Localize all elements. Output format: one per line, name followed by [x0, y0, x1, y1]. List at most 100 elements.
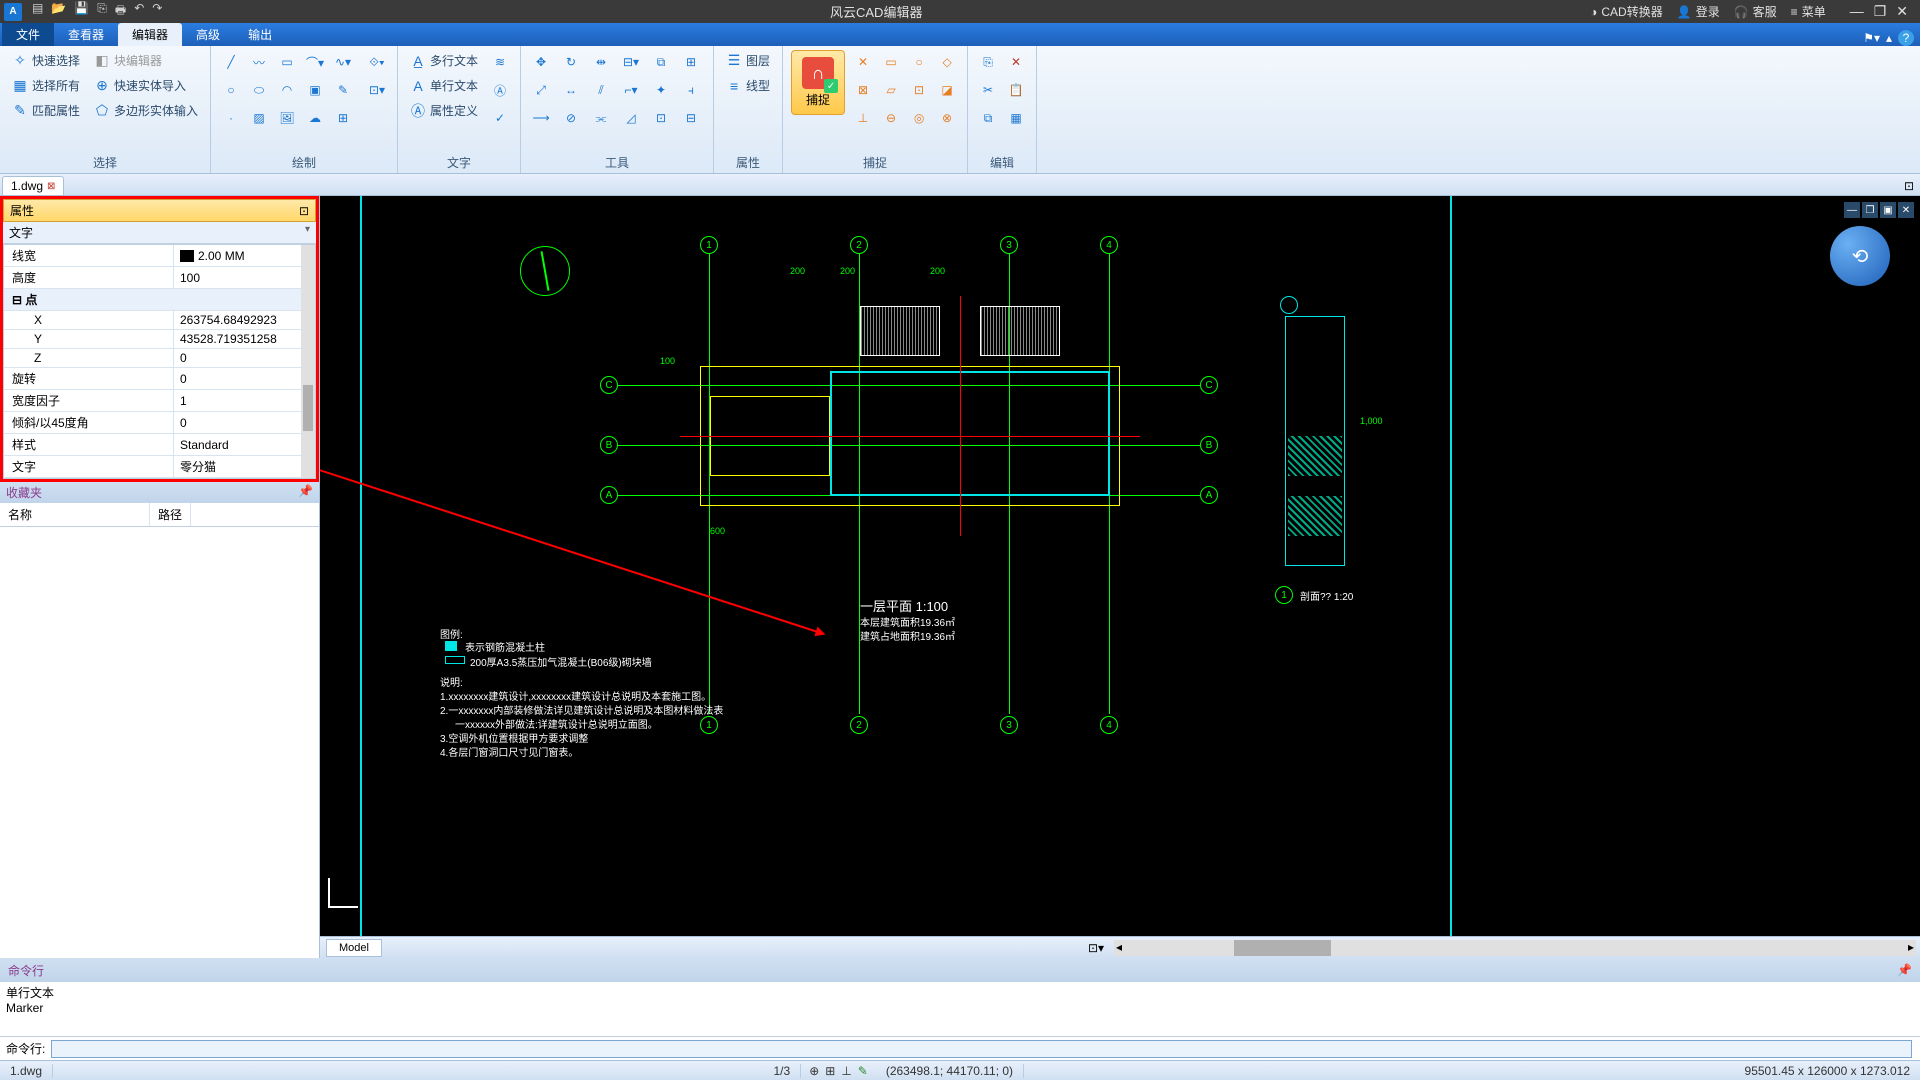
text-tool2-icon[interactable]: Ⓐ — [488, 78, 512, 102]
snap-per-icon[interactable]: ⊥ — [851, 106, 875, 130]
cmd-pin-icon[interactable]: 📌 — [1897, 963, 1912, 977]
edit-delete-icon[interactable]: ✕ — [1004, 50, 1028, 74]
tab-output[interactable]: 输出 — [234, 23, 286, 46]
join-icon[interactable]: ⫘ — [589, 106, 613, 130]
canvas-close-icon[interactable]: ✕ — [1898, 202, 1914, 218]
fav-pin-icon[interactable]: 📌 — [298, 484, 313, 501]
explode-icon[interactable]: ✦ — [649, 78, 673, 102]
select-all-button[interactable]: ▦选择所有 — [8, 75, 84, 96]
block-icon[interactable]: ▣ — [303, 78, 327, 102]
tab-viewer[interactable]: 查看器 — [54, 23, 118, 46]
tab-advanced[interactable]: 高级 — [182, 23, 234, 46]
trim-icon[interactable]: ⊟▾ — [619, 50, 643, 74]
prop-z-value[interactable]: 0 — [174, 349, 315, 367]
status-grid-icon[interactable]: ⊞ — [825, 1064, 835, 1078]
save-icon[interactable]: 💾 — [74, 1, 89, 22]
chamfer-icon[interactable]: ◿ — [619, 106, 643, 130]
view-cube[interactable]: ⟲ — [1830, 226, 1890, 286]
canvas-restore-icon[interactable]: ▣ — [1880, 202, 1896, 218]
edit-copy-icon[interactable]: ⎘ — [976, 50, 1000, 74]
array-icon[interactable]: ⊞ — [679, 50, 703, 74]
prop-scrollbar[interactable] — [301, 245, 315, 478]
prop-x-value[interactable]: 263754.68492923 — [174, 311, 315, 329]
snap-int-icon[interactable]: ▱ — [879, 78, 903, 102]
prop-text-value[interactable]: 零分猫▾ — [174, 456, 315, 477]
edit-cut-icon[interactable]: ✂ — [976, 78, 1000, 102]
fillet-icon[interactable]: ⌐▾ — [619, 78, 643, 102]
break-icon[interactable]: ⊘ — [559, 106, 583, 130]
login-link[interactable]: 👤登录 — [1677, 3, 1720, 20]
quick-select-button[interactable]: ✧快速选择 — [8, 50, 84, 71]
mtext-button[interactable]: A̲多行文本 — [406, 50, 482, 71]
match-prop-button[interactable]: ✎匹配属性 — [8, 100, 84, 121]
snap-ext-icon[interactable]: ⊡ — [907, 78, 931, 102]
snap-button[interactable]: ∩ 捕捉 — [791, 50, 845, 115]
flag-icon[interactable]: ⚑▾ — [1863, 31, 1880, 45]
close-icon[interactable]: ✕ — [1896, 3, 1908, 20]
move-icon[interactable]: ✥ — [529, 50, 553, 74]
menu-link[interactable]: ≡菜单 — [1791, 3, 1826, 20]
status-ortho-icon[interactable]: ⊥ — [841, 1064, 851, 1078]
stext-button[interactable]: A单行文本 — [406, 75, 482, 96]
ribbon-min-icon[interactable]: ▴ — [1886, 31, 1892, 45]
hatch-icon[interactable]: ▨ — [247, 106, 271, 130]
doc-tab-1[interactable]: 1.dwg⊠ — [2, 176, 64, 195]
properties-category[interactable]: 文字▾ — [3, 222, 316, 244]
tool-ext2-icon[interactable]: ⊟ — [679, 106, 703, 130]
attdef-button[interactable]: Ⓐ属性定义 — [406, 100, 482, 121]
doc-tab-close-icon[interactable]: ⊠ — [47, 181, 55, 192]
cad-converter-link[interactable]: ◑CAD转换器 — [1590, 3, 1663, 20]
image-icon[interactable]: 🖼 — [275, 106, 299, 130]
open-icon[interactable]: 📂 — [51, 1, 66, 22]
support-link[interactable]: 🎧客服 — [1734, 3, 1777, 20]
offset-icon[interactable]: ⫽ — [589, 78, 613, 102]
tab-editor[interactable]: 编辑器 — [118, 23, 182, 46]
draw-ext1-icon[interactable]: ⟐▾ — [365, 50, 389, 74]
draw-ext2-icon[interactable]: ⊡▾ — [365, 78, 389, 102]
arc2-icon[interactable]: ◠ — [275, 78, 299, 102]
ellipse-icon[interactable]: ⬭ — [247, 78, 271, 102]
snap-cen-icon[interactable]: ○ — [907, 50, 931, 74]
linetype-button[interactable]: ≡线型 — [722, 75, 774, 96]
command-input[interactable] — [51, 1040, 1912, 1058]
prop-style-value[interactable]: Standard — [174, 434, 315, 455]
arc-icon[interactable]: ⌒▾ — [303, 50, 327, 74]
line-icon[interactable]: ╱ — [219, 50, 243, 74]
snap-mid-icon[interactable]: ▭ — [879, 50, 903, 74]
tab-file[interactable]: 文件 — [2, 23, 54, 46]
scale-icon[interactable]: ⤢ — [529, 78, 553, 102]
snap-nea-icon[interactable]: ◎ — [907, 106, 931, 130]
align-icon[interactable]: ⫞ — [679, 78, 703, 102]
maximize-icon[interactable]: ❐ — [1874, 3, 1887, 20]
rect-icon[interactable]: ▭ — [275, 50, 299, 74]
prop-height-value[interactable]: 100 — [174, 267, 315, 288]
doc-tabs-menu-icon[interactable]: ⊡ — [1898, 177, 1920, 195]
quick-entity-import-button[interactable]: ⊕快速实体导入 — [90, 75, 202, 96]
undo-icon[interactable]: ↶ — [134, 1, 144, 22]
snap-node-icon[interactable]: ◇ — [935, 50, 959, 74]
text-tool3-icon[interactable]: ✓ — [488, 106, 512, 130]
edit-clip-icon[interactable]: ⧉ — [976, 106, 1000, 130]
canvas-max-icon[interactable]: ❐ — [1862, 202, 1878, 218]
copy-icon[interactable]: ⧉ — [649, 50, 673, 74]
rotate-icon[interactable]: ↻ — [559, 50, 583, 74]
prop-y-value[interactable]: 43528.719351258 — [174, 330, 315, 348]
text-tool1-icon[interactable]: ≋ — [488, 50, 512, 74]
status-snap-icon[interactable]: ⊕ — [809, 1064, 819, 1078]
prop-header-pin-icon[interactable]: ⊡ — [299, 204, 309, 218]
polyline-icon[interactable]: 〰 — [247, 50, 271, 74]
print-icon[interactable]: 🖶 — [115, 1, 126, 22]
snap-qua-icon[interactable]: ⊠ — [851, 78, 875, 102]
edit-paste-icon[interactable]: 📋 — [1004, 78, 1028, 102]
cloud-icon[interactable]: ☁ — [303, 106, 327, 130]
edit-pasteblock-icon[interactable]: ▦ — [1004, 106, 1028, 130]
circle-icon[interactable]: ○ — [219, 78, 243, 102]
extend-icon[interactable]: ⟶ — [529, 106, 553, 130]
layer-button[interactable]: ☰图层 — [722, 50, 774, 71]
prop-rotate-value[interactable]: 0 — [174, 368, 315, 389]
status-polar-icon[interactable]: ✎ — [858, 1064, 868, 1078]
pencil-icon[interactable]: ✎ — [331, 78, 355, 102]
point-icon[interactable]: · — [219, 106, 243, 130]
help-icon[interactable]: ? — [1898, 30, 1914, 46]
block-editor-button[interactable]: ◧块编辑器 — [90, 50, 202, 71]
